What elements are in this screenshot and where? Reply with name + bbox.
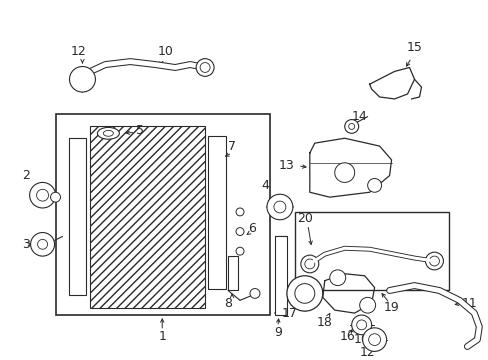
Circle shape [77, 75, 87, 84]
Text: 18: 18 [316, 316, 332, 329]
Circle shape [351, 315, 371, 335]
Circle shape [356, 320, 366, 330]
Bar [274, 237, 286, 315]
Circle shape [73, 71, 91, 88]
Bar [227, 256, 238, 291]
Text: 9: 9 [273, 326, 281, 339]
Circle shape [37, 189, 48, 201]
Circle shape [294, 284, 314, 303]
Circle shape [236, 247, 244, 255]
Text: 2: 2 [21, 169, 29, 182]
Circle shape [38, 239, 47, 249]
Text: 14: 14 [351, 110, 367, 123]
Circle shape [334, 163, 354, 183]
Text: 3: 3 [21, 238, 29, 251]
Text: 11: 11 [461, 297, 476, 310]
Ellipse shape [97, 127, 119, 139]
Text: 12: 12 [70, 45, 86, 58]
Circle shape [362, 328, 386, 351]
Text: 16: 16 [353, 333, 369, 346]
Circle shape [69, 67, 95, 92]
Circle shape [329, 270, 345, 285]
Text: 4: 4 [261, 179, 268, 192]
Text: 6: 6 [247, 222, 255, 235]
Circle shape [200, 63, 210, 72]
Bar [56, 114, 269, 315]
Circle shape [286, 276, 322, 311]
Text: 10: 10 [157, 45, 173, 58]
Circle shape [273, 201, 285, 213]
Text: 8: 8 [224, 297, 232, 310]
Text: 17: 17 [282, 307, 297, 320]
Circle shape [300, 255, 318, 273]
Text: 16: 16 [339, 330, 355, 343]
Bar [294, 212, 448, 291]
Circle shape [50, 192, 61, 202]
Circle shape [30, 183, 56, 208]
Text: 7: 7 [227, 140, 236, 153]
Bar [90, 126, 204, 308]
Bar [68, 138, 86, 296]
Circle shape [236, 228, 244, 235]
Circle shape [359, 297, 375, 313]
Circle shape [196, 59, 214, 76]
Bar [208, 136, 225, 288]
Circle shape [236, 208, 244, 216]
Circle shape [367, 179, 381, 192]
Circle shape [31, 233, 55, 256]
Circle shape [428, 256, 439, 266]
Text: 15: 15 [406, 41, 422, 54]
Text: 13: 13 [279, 159, 294, 172]
Circle shape [344, 120, 358, 133]
Circle shape [266, 194, 292, 220]
Circle shape [425, 252, 443, 270]
Text: 19: 19 [383, 301, 399, 314]
Ellipse shape [103, 130, 113, 136]
Text: 5: 5 [136, 124, 144, 137]
Circle shape [304, 259, 314, 269]
Circle shape [368, 334, 380, 346]
Circle shape [249, 288, 260, 298]
Circle shape [348, 123, 354, 129]
Text: 12: 12 [359, 346, 375, 359]
Text: 1: 1 [158, 330, 166, 343]
Text: 20: 20 [296, 212, 312, 225]
